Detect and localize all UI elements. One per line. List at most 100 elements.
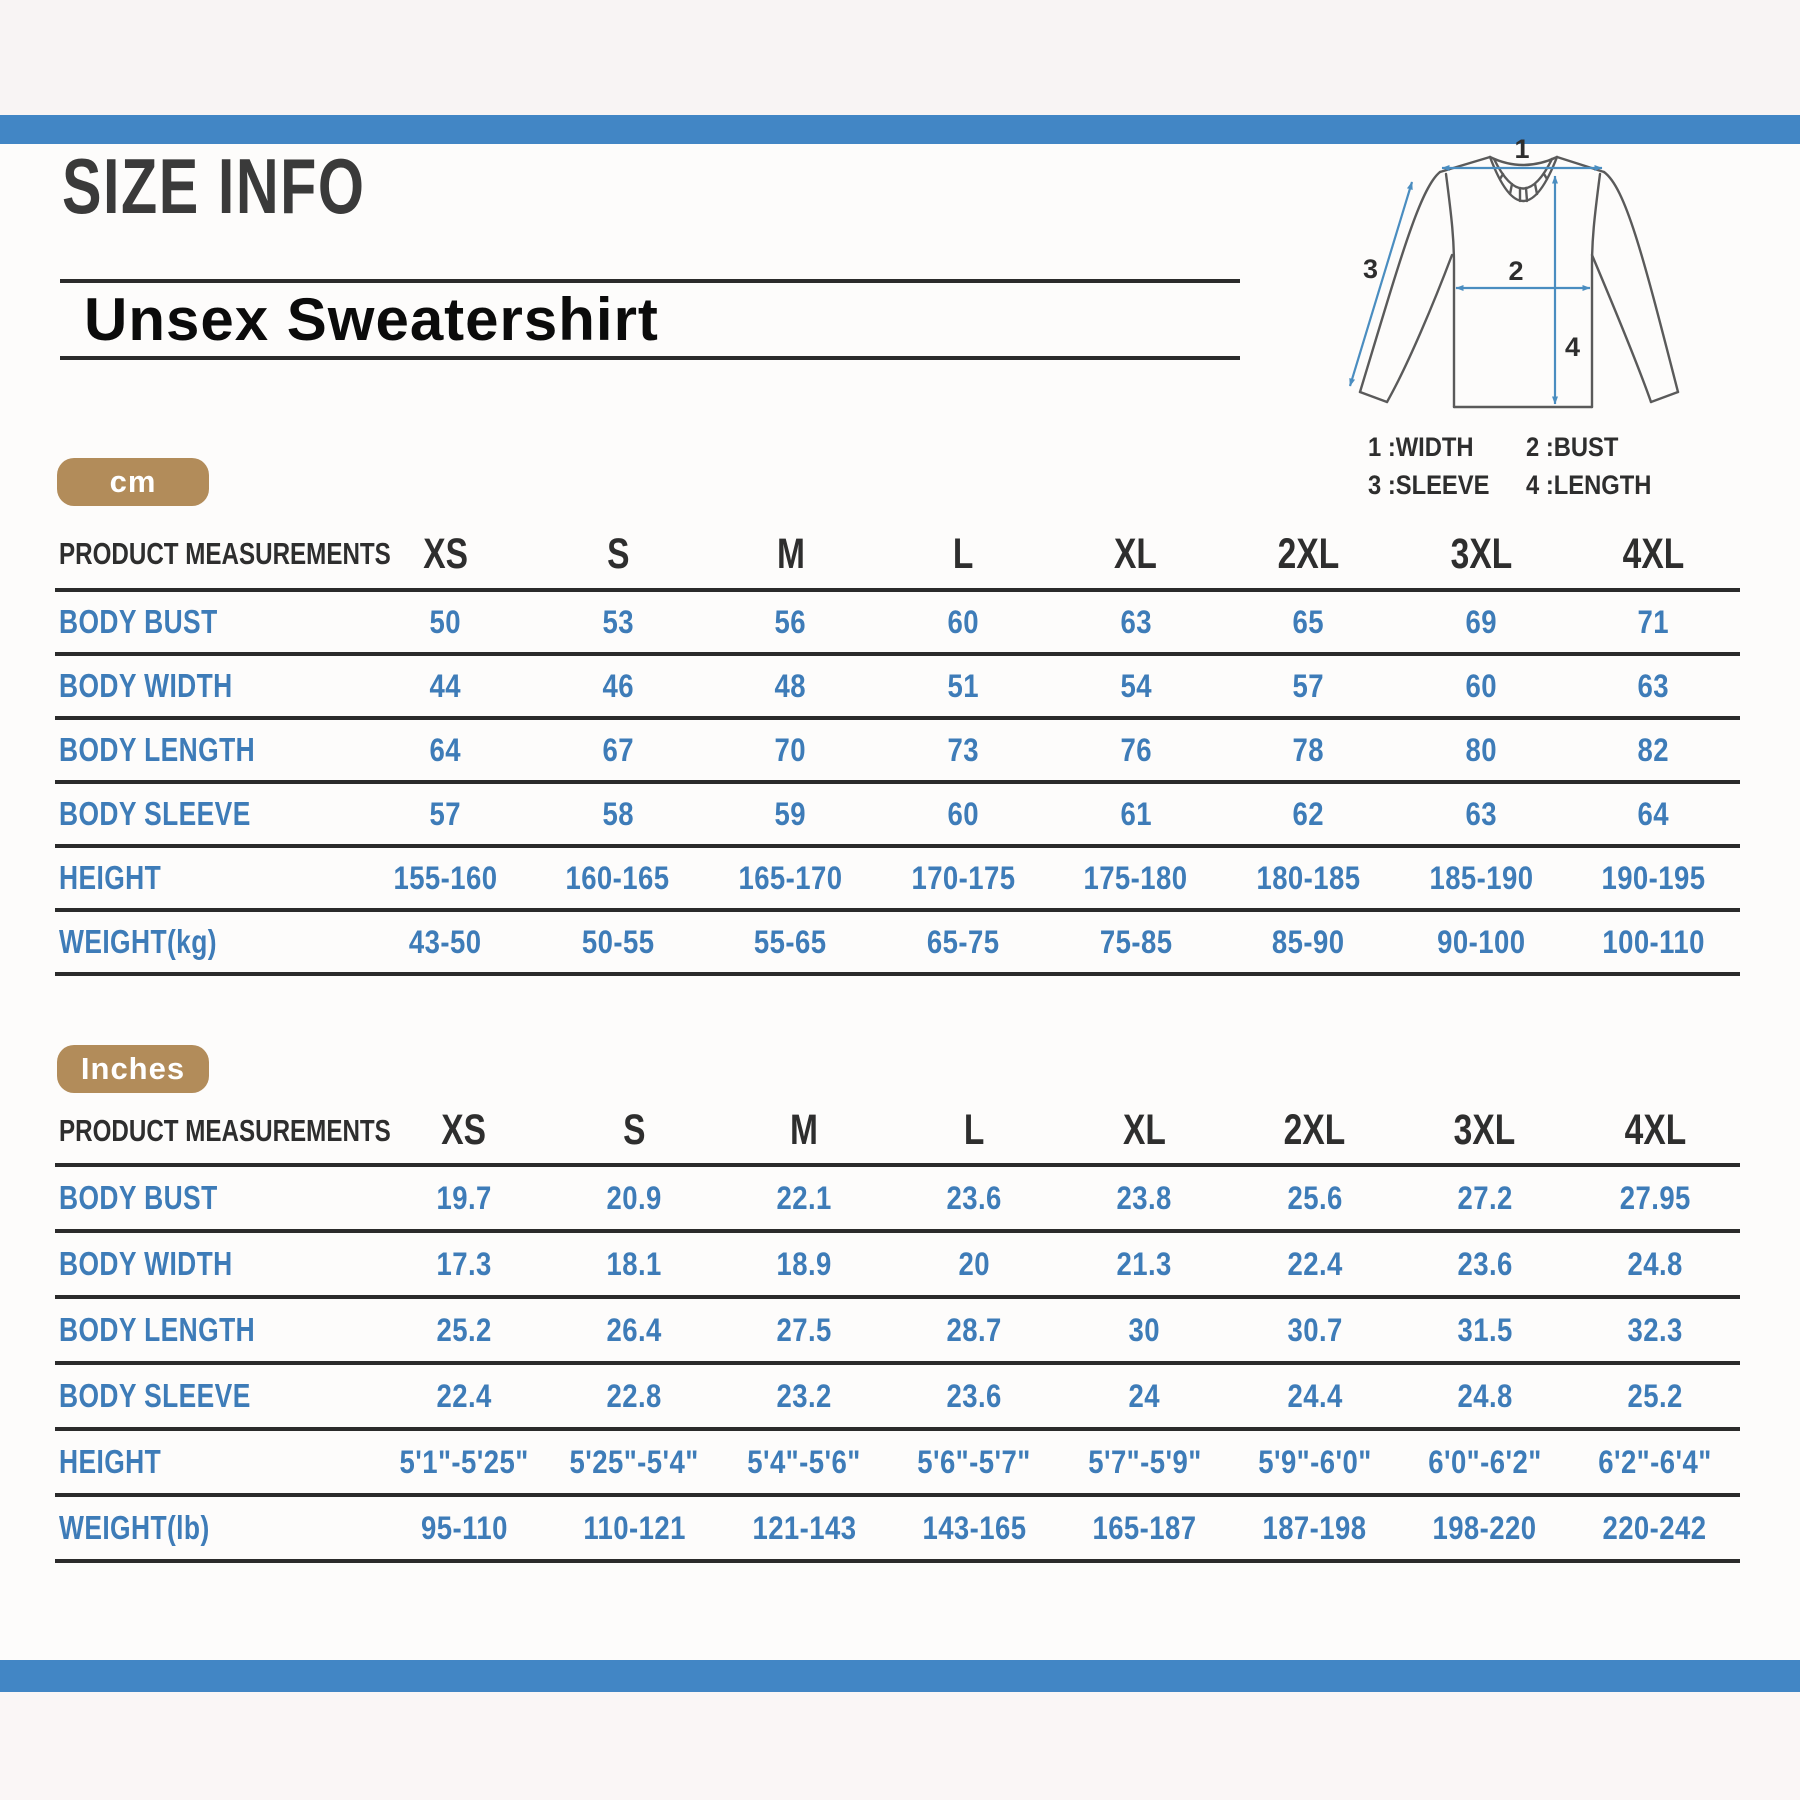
measurement-value: 51 <box>877 654 1050 718</box>
measurement-value-text: 30 <box>1128 1311 1161 1348</box>
measurement-row: BODY WIDTH 44 46 48 51 54 57 60 63 <box>55 654 1740 718</box>
measurement-value-text: 50 <box>429 603 462 640</box>
size-column-header-text: XS <box>422 529 468 578</box>
measurement-value-text: 185-190 <box>1429 859 1534 896</box>
measurement-value-text: 54 <box>1120 667 1152 704</box>
measurement-value-text: 110-121 <box>582 1509 686 1546</box>
measurement-value: 30 <box>1060 1297 1230 1363</box>
measurement-value: 60 <box>1395 654 1568 718</box>
product-name: Unsex Sweatershirt <box>84 286 659 353</box>
measurement-row: BODY SLEEVE 57 58 59 60 61 62 63 64 <box>55 782 1740 846</box>
measurement-value: 22.4 <box>1230 1231 1400 1297</box>
measurement-value: 58 <box>532 782 705 846</box>
row-label-text: BODY BUST <box>59 603 218 640</box>
row-label-text: WEIGHT(lb) <box>59 1509 210 1546</box>
measurement-value: 21.3 <box>1060 1231 1230 1297</box>
measurement-value: 50-55 <box>532 910 705 974</box>
measurement-value: 27.5 <box>719 1297 889 1363</box>
measurement-legend: 1 :WIDTH 2 :BUST 3 :SLEEVE 4 :LENGTH <box>1368 432 1669 508</box>
measurement-value-text: 24.8 <box>1627 1245 1683 1282</box>
measurement-value-text: 20.9 <box>606 1179 662 1216</box>
measurement-value-text: 22.8 <box>606 1377 662 1414</box>
measurement-value-text: 62 <box>1292 795 1325 832</box>
measurement-value-text: 143-165 <box>922 1509 1027 1546</box>
measurement-value: 30.7 <box>1230 1297 1400 1363</box>
size-table-cm: PRODUCT MEASUREMENTS XS S M L XL 2XL 3XL 4XL BODY… <box>55 520 1740 976</box>
unit-badge-inches: Inches <box>57 1045 209 1093</box>
table-header-row: PRODUCT MEASUREMENTS XS S M L XL 2XL 3XL 4XL <box>55 520 1740 590</box>
measurement-value-text: 5'25"-5'4" <box>569 1443 699 1480</box>
measurement-value-text: 20 <box>958 1245 991 1282</box>
measurement-value: 187-198 <box>1230 1495 1400 1561</box>
measurement-value-text: 59 <box>774 795 807 832</box>
measurement-value-text: 61 <box>1120 795 1152 832</box>
measurement-value: 20.9 <box>549 1165 719 1231</box>
measurement-value-text: 19.7 <box>436 1179 492 1216</box>
measurement-value: 67 <box>532 718 705 782</box>
measurement-value-text: 5'7"-5'9" <box>1087 1443 1202 1480</box>
size-column-header: L <box>877 520 1050 590</box>
measurement-value-text: 23.2 <box>776 1377 832 1414</box>
measurement-value: 165-187 <box>1060 1495 1230 1561</box>
measurement-value: 160-165 <box>532 846 705 910</box>
measurement-value-text: 75-85 <box>1099 923 1173 960</box>
measurement-value: 50 <box>359 590 532 654</box>
measurement-value-text: 180-185 <box>1256 859 1361 896</box>
measurement-value-text: 60 <box>1465 667 1497 704</box>
legend-sleeve: 3 :SLEEVE <box>1368 470 1490 500</box>
top-margin-band <box>0 0 1800 115</box>
measurement-value: 165-170 <box>704 846 877 910</box>
measurement-value: 95-110 <box>379 1495 549 1561</box>
measurement-value: 25.6 <box>1230 1165 1400 1231</box>
measurement-value: 56 <box>704 590 877 654</box>
size-column-header-text: 4XL <box>1624 1106 1686 1154</box>
measurement-value-text: 27.95 <box>1619 1179 1691 1216</box>
measurement-value: 61 <box>1050 782 1223 846</box>
measurement-value-text: 30.7 <box>1287 1311 1343 1348</box>
measurement-value-text: 57 <box>1292 667 1325 704</box>
measurement-value-text: 95-110 <box>420 1509 508 1546</box>
product-measurements-header: PRODUCT MEASUREMENTS <box>55 520 391 590</box>
measurement-row: BODY BUST 50 53 56 60 63 65 69 71 <box>55 590 1740 654</box>
measurement-value-text: 170-175 <box>911 859 1016 896</box>
row-label-text: WEIGHT(kg) <box>59 923 217 960</box>
measurement-value: 60 <box>877 590 1050 654</box>
legend-width: 1 :WIDTH <box>1368 432 1474 462</box>
measurement-value-text: 32.3 <box>1627 1311 1683 1348</box>
measurement-value: 60 <box>877 782 1050 846</box>
measurement-value-text: 22.4 <box>1287 1245 1343 1282</box>
measurement-value-text: 100-110 <box>1602 923 1705 960</box>
measurement-value-text: 50-55 <box>581 923 655 960</box>
legend-row: 3 :SLEEVE 4 :LENGTH <box>1368 470 1669 501</box>
size-column-header: L <box>889 1098 1059 1165</box>
measurement-value-text: 25.2 <box>436 1311 492 1348</box>
size-column-header: 2XL <box>1222 520 1395 590</box>
measurement-value-text: 60 <box>947 603 979 640</box>
sleeve-arrow <box>1348 181 1414 387</box>
measurement-value: 64 <box>359 718 532 782</box>
row-label-text: BODY SLEEVE <box>59 795 251 832</box>
measurement-value-text: 67 <box>602 731 634 768</box>
measurement-value-text: 23.8 <box>1116 1179 1173 1216</box>
measurement-value-text: 78 <box>1292 731 1325 768</box>
measurement-value-text: 51 <box>947 667 979 704</box>
measurement-value-text: 190-195 <box>1601 859 1706 896</box>
measurement-value: 23.6 <box>1400 1231 1570 1297</box>
size-column-header-text: S <box>622 1106 646 1154</box>
size-column-header-text: 3XL <box>1454 1106 1516 1154</box>
measurement-value: 82 <box>1567 718 1740 782</box>
measurement-value: 46 <box>532 654 705 718</box>
measurement-value-text: 71 <box>1637 603 1670 640</box>
measurement-value: 23.2 <box>719 1363 889 1429</box>
measurement-value-text: 155-160 <box>393 859 498 896</box>
measurement-value: 121-143 <box>719 1495 889 1561</box>
measurement-value-text: 6'0"-6'2" <box>1428 1443 1542 1480</box>
measurement-row: WEIGHT(lb) 95-110 110-121 121-143 143-165 165… <box>55 1495 1740 1561</box>
measurement-value-text: 25.6 <box>1287 1179 1343 1216</box>
measurement-value-text: 85-90 <box>1272 923 1345 960</box>
measurement-value: 19.7 <box>379 1165 549 1231</box>
measurement-value: 55-65 <box>704 910 877 974</box>
measurement-value-text: 25.2 <box>1627 1377 1683 1414</box>
measurement-value: 5'9"-6'0" <box>1230 1429 1400 1495</box>
measurement-value: 64 <box>1567 782 1740 846</box>
